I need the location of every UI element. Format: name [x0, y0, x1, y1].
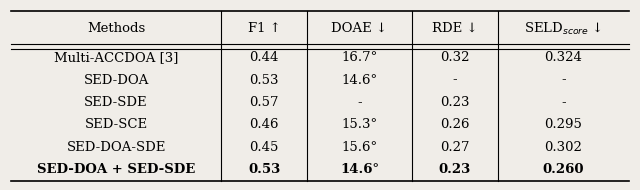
Text: 0.44: 0.44 [250, 51, 279, 64]
Text: -: - [357, 96, 362, 109]
Text: 0.32: 0.32 [440, 51, 470, 64]
Text: 0.260: 0.260 [543, 163, 584, 176]
Text: 14.6°: 14.6° [340, 163, 379, 176]
Text: -: - [452, 74, 457, 86]
Text: 15.6°: 15.6° [341, 141, 378, 154]
Text: Methods: Methods [87, 22, 145, 35]
Text: 0.45: 0.45 [250, 141, 279, 154]
Text: 0.324: 0.324 [545, 51, 582, 64]
Text: F1 ↑: F1 ↑ [248, 22, 280, 35]
Text: 0.57: 0.57 [250, 96, 279, 109]
Text: SED-DOA: SED-DOA [83, 74, 149, 86]
Text: 14.6°: 14.6° [341, 74, 378, 86]
Text: 0.23: 0.23 [438, 163, 471, 176]
Text: -: - [561, 96, 566, 109]
Text: SED-SCE: SED-SCE [84, 118, 148, 131]
Text: 0.46: 0.46 [250, 118, 279, 131]
Text: 0.26: 0.26 [440, 118, 470, 131]
Text: 16.7°: 16.7° [341, 51, 378, 64]
Text: 0.53: 0.53 [248, 163, 280, 176]
Text: 0.53: 0.53 [250, 74, 279, 86]
Text: DOAE ↓: DOAE ↓ [332, 22, 387, 35]
Text: -: - [561, 74, 566, 86]
Text: 0.23: 0.23 [440, 96, 470, 109]
Text: SED-DOA-SDE: SED-DOA-SDE [67, 141, 166, 154]
Text: SELD$_{score}$ ↓: SELD$_{score}$ ↓ [524, 21, 602, 37]
Text: RDE ↓: RDE ↓ [432, 22, 477, 35]
Text: SED-SDE: SED-SDE [84, 96, 148, 109]
Text: SED-DOA + SED-SDE: SED-DOA + SED-SDE [37, 163, 195, 176]
Text: 0.295: 0.295 [545, 118, 582, 131]
Text: 0.27: 0.27 [440, 141, 470, 154]
Text: 15.3°: 15.3° [341, 118, 378, 131]
Text: Multi-ACCDOA [3]: Multi-ACCDOA [3] [54, 51, 179, 64]
Text: 0.302: 0.302 [545, 141, 582, 154]
